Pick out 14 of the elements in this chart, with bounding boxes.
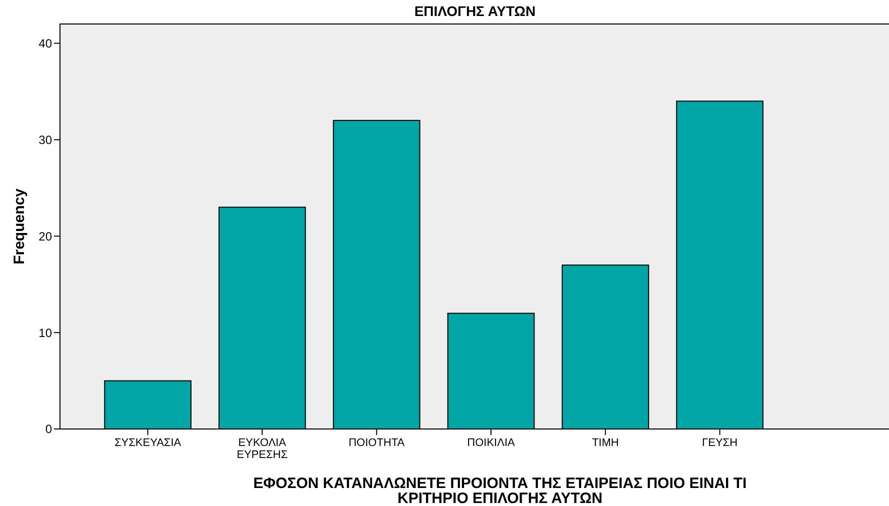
x-tick-label: ΣΥΣΚΕΥΑΣΙΑ [114,437,182,449]
x-tick-label: ΤΙΜΗ [592,437,619,449]
x-axis-title: ΕΦΟΣΟΝ ΚΑΤΑΝΑΛΩΝΕΤΕ ΠΡΟΙΟΝΤΑ ΤΗΣ ΕΤΑΙΡΕΙΑΣ ΠΟΙΟ ΕΙΝΑΙ ΤΙ ΚΡΙΤΗΡΙΟ ΕΠΙΛΟΓΗΣ ΑΥΤΩΝ [253,475,747,506]
y-tick-label: 40 [38,36,52,50]
y-tick-label: 10 [38,326,52,340]
chart-title: ΕΠΙΛΟΓΗΣ ΑΥΤΩΝ [414,3,536,19]
x-tick-label: ΠΟΙΟΤΗΤΑ [348,437,406,449]
y-tick-label: 30 [38,132,52,147]
y-tick-label: 0 [45,422,52,436]
x-tick-label: ΕΥΚΟΛΙΑ ΕΥΡΕΣΗΣ [236,437,288,461]
y-axis-title: Frequency [11,188,28,264]
x-tick-label: ΓΕΥΣΗ [702,437,738,449]
x-tick-label: ΠΟΙΚΙΛΙΑ [467,437,516,449]
y-tick-label: 20 [38,229,52,244]
